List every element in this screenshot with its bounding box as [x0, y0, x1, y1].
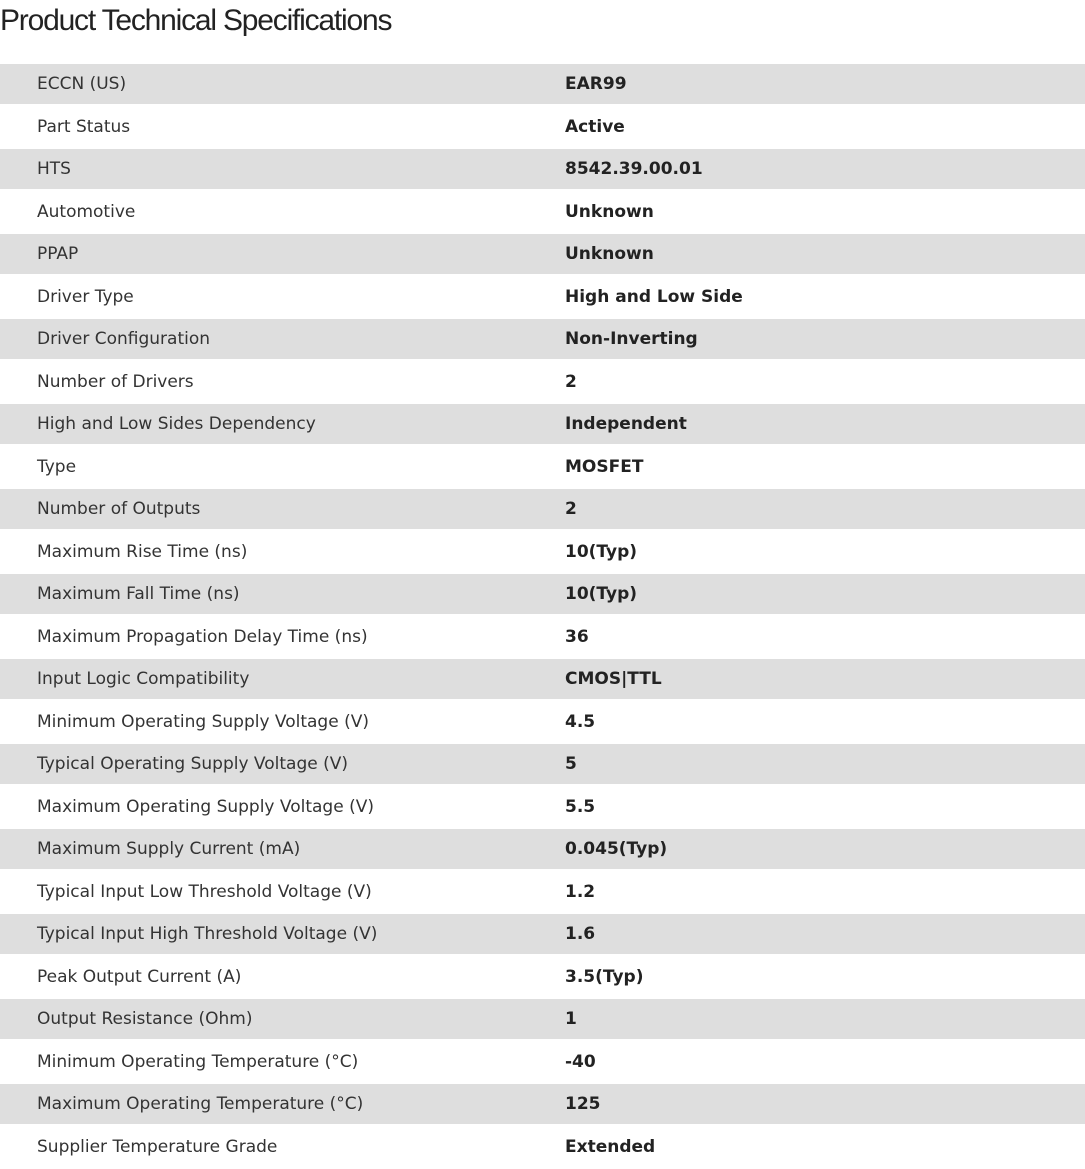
spec-value: Unknown: [565, 244, 654, 264]
spec-label: Minimum Operating Supply Voltage (V): [37, 711, 369, 732]
spec-row: Maximum Fall Time (ns) 10(Typ): [0, 574, 1085, 614]
spec-value: 10(Typ): [565, 541, 638, 562]
spec-value: EAR99: [565, 74, 627, 94]
spec-row: High and Low Sides Dependency Independent: [0, 404, 1085, 444]
spec-label: Maximum Supply Current (mA): [37, 839, 301, 859]
spec-label: Maximum Operating Temperature (°C): [37, 1094, 364, 1114]
spec-value: Active: [565, 116, 625, 137]
spec-label: PPAP: [37, 244, 79, 264]
spec-label: Typical Operating Supply Voltage (V): [37, 754, 348, 774]
spec-label: Output Resistance (Ohm): [37, 1009, 253, 1029]
spec-row: Type MOSFET: [0, 444, 1085, 489]
spec-row: Supplier Temperature Grade Extended: [0, 1124, 1085, 1169]
spec-label: Input Logic Compatibility: [37, 669, 250, 689]
spec-label: Number of Drivers: [37, 371, 194, 392]
spec-value: 36: [565, 626, 589, 647]
spec-label: ECCN (US): [37, 74, 127, 94]
spec-value: 10(Typ): [565, 584, 638, 604]
spec-value: 5.5: [565, 796, 596, 817]
spec-row: Typical Operating Supply Voltage (V) 5: [0, 744, 1085, 784]
spec-row: Maximum Propagation Delay Time (ns) 36: [0, 614, 1085, 659]
spec-row: Typical Input High Threshold Voltage (V)…: [0, 914, 1085, 954]
spec-label: Automotive: [37, 201, 136, 222]
spec-value: 0.045(Typ): [565, 839, 668, 859]
spec-value: 5: [565, 754, 577, 774]
spec-label: Type: [37, 456, 77, 477]
spec-row: HTS 8542.39.00.01: [0, 149, 1085, 189]
spec-value: Independent: [565, 414, 687, 434]
spec-row: Maximum Operating Temperature (°C) 125: [0, 1084, 1085, 1124]
spec-label: Driver Configuration: [37, 329, 211, 349]
spec-value: CMOS|TTL: [565, 669, 662, 689]
spec-table: ECCN (US) EAR99 Part Status Active HTS 8542.3…: [0, 64, 1085, 1169]
spec-value: 1: [565, 1009, 577, 1029]
spec-row: ECCN (US) EAR99: [0, 64, 1085, 104]
spec-label: Typical Input Low Threshold Voltage (V): [37, 881, 372, 902]
spec-row: Input Logic Compatibility CMOS|TTL: [0, 659, 1085, 699]
spec-label: Maximum Operating Supply Voltage (V): [37, 796, 374, 817]
spec-row: Part Status Active: [0, 104, 1085, 149]
spec-label: Driver Type: [37, 286, 134, 307]
spec-value: 2: [565, 371, 577, 392]
spec-value: 4.5: [565, 711, 596, 732]
spec-row: Driver Type High and Low Side: [0, 274, 1085, 319]
spec-value: Unknown: [565, 201, 654, 222]
spec-row: Number of Drivers 2: [0, 359, 1085, 404]
spec-row: Maximum Rise Time (ns) 10(Typ): [0, 529, 1085, 574]
spec-value: High and Low Side: [565, 286, 743, 307]
spec-value: 1.2: [565, 881, 596, 902]
spec-row: PPAP Unknown: [0, 234, 1085, 274]
spec-row: Minimum Operating Temperature (°C) -40: [0, 1039, 1085, 1084]
spec-label: Number of Outputs: [37, 499, 201, 519]
spec-row: Maximum Operating Supply Voltage (V) 5.5: [0, 784, 1085, 829]
spec-row: Output Resistance (Ohm) 1: [0, 999, 1085, 1039]
spec-value: -40: [565, 1051, 596, 1072]
spec-label: Part Status: [37, 116, 131, 137]
spec-value: 125: [565, 1094, 601, 1114]
spec-row: Driver Configuration Non-Inverting: [0, 319, 1085, 359]
spec-value: 3.5(Typ): [565, 966, 644, 987]
spec-label: Maximum Propagation Delay Time (ns): [37, 626, 368, 647]
spec-value: Extended: [565, 1136, 656, 1157]
spec-value: MOSFET: [565, 456, 644, 477]
spec-value: 1.6: [565, 924, 596, 944]
spec-label: Maximum Rise Time (ns): [37, 541, 248, 562]
spec-row: Automotive Unknown: [0, 189, 1085, 234]
spec-label: HTS: [37, 159, 71, 179]
spec-row: Number of Outputs 2: [0, 489, 1085, 529]
spec-label: Maximum Fall Time (ns): [37, 584, 240, 604]
spec-row: Maximum Supply Current (mA) 0.045(Typ): [0, 829, 1085, 869]
spec-label: Supplier Temperature Grade: [37, 1136, 278, 1157]
spec-row: Minimum Operating Supply Voltage (V) 4.5: [0, 699, 1085, 744]
spec-value: 8542.39.00.01: [565, 159, 703, 179]
page-title: Product Technical Specifications: [0, 4, 392, 37]
spec-row: Typical Input Low Threshold Voltage (V) 1…: [0, 869, 1085, 914]
spec-row: Peak Output Current (A) 3.5(Typ): [0, 954, 1085, 999]
spec-value: Non-Inverting: [565, 329, 698, 349]
spec-label: High and Low Sides Dependency: [37, 414, 316, 434]
spec-label: Typical Input High Threshold Voltage (V): [37, 924, 378, 944]
spec-label: Peak Output Current (A): [37, 966, 242, 987]
spec-label: Minimum Operating Temperature (°C): [37, 1051, 359, 1072]
spec-value: 2: [565, 499, 577, 519]
